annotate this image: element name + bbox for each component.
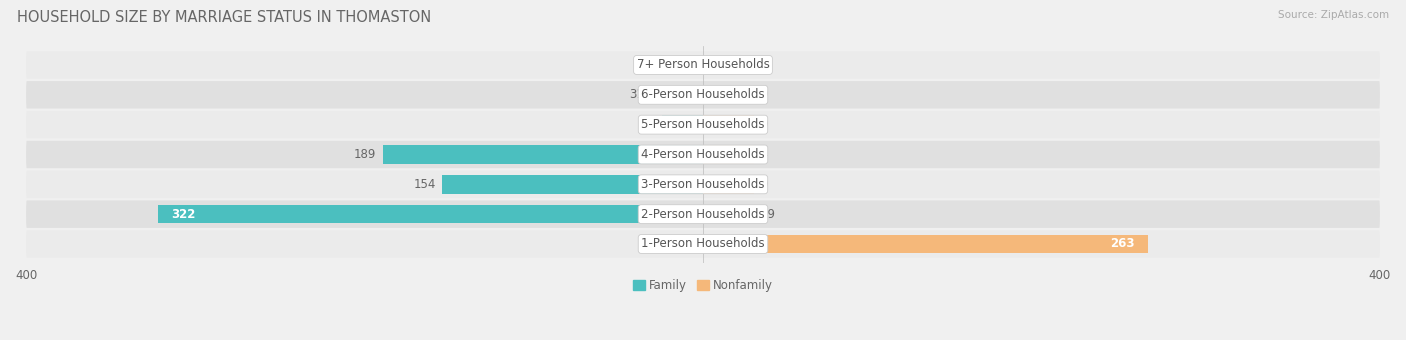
Text: HOUSEHOLD SIZE BY MARRIAGE STATUS IN THOMASTON: HOUSEHOLD SIZE BY MARRIAGE STATUS IN THO… xyxy=(17,10,432,25)
Text: Source: ZipAtlas.com: Source: ZipAtlas.com xyxy=(1278,10,1389,20)
Text: 4-Person Households: 4-Person Households xyxy=(641,148,765,161)
Text: 3-Person Households: 3-Person Households xyxy=(641,178,765,191)
Text: 4: 4 xyxy=(761,148,768,161)
Text: 0: 0 xyxy=(761,88,768,101)
Text: 5-Person Households: 5-Person Households xyxy=(641,118,765,131)
FancyBboxPatch shape xyxy=(27,201,1379,228)
FancyBboxPatch shape xyxy=(27,81,1379,108)
Bar xyxy=(703,56,754,74)
Text: 7+ Person Households: 7+ Person Households xyxy=(637,58,769,71)
FancyBboxPatch shape xyxy=(27,51,1379,79)
Text: 0: 0 xyxy=(761,178,768,191)
FancyBboxPatch shape xyxy=(27,111,1379,138)
Bar xyxy=(703,175,754,193)
Text: 0: 0 xyxy=(761,58,768,71)
Text: 154: 154 xyxy=(413,178,436,191)
Text: 27: 27 xyxy=(636,58,651,71)
Bar xyxy=(703,115,754,134)
Bar xyxy=(703,205,754,223)
Bar xyxy=(384,145,703,164)
Text: 31: 31 xyxy=(628,88,644,101)
Bar xyxy=(651,86,703,104)
Bar xyxy=(662,115,703,134)
Text: 6-Person Households: 6-Person Households xyxy=(641,88,765,101)
FancyBboxPatch shape xyxy=(27,171,1379,198)
FancyBboxPatch shape xyxy=(27,230,1379,258)
Bar xyxy=(703,235,1149,253)
Legend: Family, Nonfamily: Family, Nonfamily xyxy=(628,274,778,297)
Text: 0: 0 xyxy=(761,118,768,131)
Text: 29: 29 xyxy=(761,208,776,221)
Bar xyxy=(703,145,754,164)
Text: 2-Person Households: 2-Person Households xyxy=(641,208,765,221)
Bar xyxy=(157,205,703,223)
FancyBboxPatch shape xyxy=(27,141,1379,168)
Bar xyxy=(658,56,703,74)
Bar xyxy=(443,175,703,193)
Text: 24: 24 xyxy=(641,118,655,131)
Text: 263: 263 xyxy=(1109,237,1135,251)
Bar xyxy=(703,86,754,104)
Text: 189: 189 xyxy=(354,148,377,161)
Text: 1-Person Households: 1-Person Households xyxy=(641,237,765,251)
Text: 322: 322 xyxy=(172,208,195,221)
